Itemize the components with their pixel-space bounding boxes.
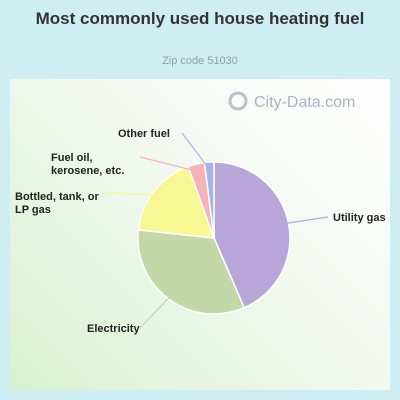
leader-line xyxy=(139,292,174,329)
slice-label: Other fuel xyxy=(118,128,170,140)
leader-line xyxy=(104,191,161,197)
leader-line xyxy=(280,216,329,225)
watermark: City-Data.com xyxy=(228,91,355,111)
leader-line xyxy=(139,156,199,173)
slice-label: Bottled, tank, or LP gas xyxy=(15,191,99,216)
slice-label: Electricity xyxy=(87,323,140,335)
watermark-logo-icon xyxy=(228,91,248,111)
chart-title: Most commonly used house heating fuel xyxy=(35,9,365,28)
watermark-text: City-Data.com xyxy=(254,94,355,111)
slice-label: Fuel oil, kerosene, etc. xyxy=(51,152,124,177)
pie-slice-electricity[interactable] xyxy=(137,229,246,315)
leader-line xyxy=(181,132,211,171)
chart-subtitle: Zip code 51030 xyxy=(162,55,238,67)
slice-label: Utility gas xyxy=(333,212,386,224)
